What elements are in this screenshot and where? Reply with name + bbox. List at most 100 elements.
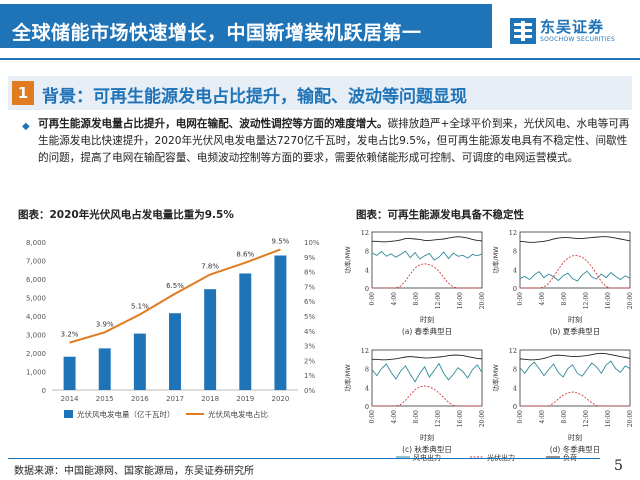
legend-label: 风电出力 <box>413 453 441 462</box>
section-title: 背景：可再生能源发电占比提升，输配、波动等问题显现 <box>42 87 467 107</box>
body-paragraph: 可再生能源发电量占比提升，电网在输配、波动性调控等方面的难度增大。碳排放趋严+全… <box>38 116 632 167</box>
legend-label: 光伏出力 <box>487 453 515 462</box>
y-left-tick-label: 8,000 <box>26 239 46 247</box>
panel-caption: (a) 春季典型日 <box>402 326 452 336</box>
y-right-tick-label: 0% <box>304 387 315 395</box>
x-tick-label: 16:00 <box>605 292 612 309</box>
data-label: 6.5% <box>166 282 184 290</box>
company-logo: 东吴证券 SOOCHOW SECURITIES <box>510 14 636 48</box>
y-right-tick-label: 6% <box>304 298 315 306</box>
season-panel: 0 4 8 12 0:00 4:00 8:00 12:00 16:00 20:00 功率/MW 时刻 (… <box>491 229 634 336</box>
panels-legend: 风电出力 光伏出力 负荷 <box>396 453 577 462</box>
legend-bar-swatch <box>64 410 73 418</box>
y-tick-label: 4 <box>365 384 369 392</box>
header-divider <box>0 58 640 60</box>
bar <box>63 356 76 390</box>
x-tick-label: 0:00 <box>517 292 524 306</box>
wind-line <box>371 362 483 383</box>
y-right-tick-label: 8% <box>304 269 315 277</box>
legend-line-label: 光伏风电发电占比 <box>208 409 268 419</box>
load-line <box>372 354 483 361</box>
y-right-tick-label: 2% <box>304 357 315 365</box>
y-tick-label: 8 <box>365 248 369 256</box>
y-tick-label: 12 <box>361 347 369 355</box>
y-left-tick-label: 0 <box>42 387 46 395</box>
bar <box>204 289 217 390</box>
share-line <box>69 248 281 344</box>
data-label: 3.2% <box>61 331 79 339</box>
legend-label: 负荷 <box>563 453 577 462</box>
y-left-tick-label: 3,000 <box>26 332 46 340</box>
y-tick-label: 4 <box>513 266 517 274</box>
data-label: 8.6% <box>236 251 254 259</box>
y-tick-label: 12 <box>509 229 517 237</box>
x-tick-label: 2019 <box>236 395 254 403</box>
bar <box>274 255 287 390</box>
bar <box>169 313 181 390</box>
y-axis-label: 功率/MW <box>491 246 500 274</box>
data-label: 3.9% <box>96 320 114 328</box>
x-tick-label: 16:00 <box>457 292 464 309</box>
data-label: 5.1% <box>131 303 149 311</box>
x-tick-label: 2015 <box>96 395 114 403</box>
x-tick-label: 20:00 <box>627 292 634 309</box>
x-tick-label: 8:00 <box>413 410 420 424</box>
y-tick-label: 8 <box>513 366 517 374</box>
load-line <box>519 352 631 361</box>
logo-icon <box>510 18 536 44</box>
body-bold-lead: 可再生能源发电量占比提升，电网在输配、波动性调控等方面的难度增大。 <box>38 118 388 130</box>
x-tick-label: 16:00 <box>457 410 464 427</box>
y-left-tick-label: 6,000 <box>26 276 46 284</box>
x-axis-label: 时刻 <box>420 433 434 442</box>
x-tick-label: 2017 <box>166 395 184 403</box>
x-tick-label: 2014 <box>61 395 79 403</box>
body-rest: 碳排放趋严+全球平价到来，光伏风电、水电等可再生能源发电比快速提升，2020年光… <box>38 118 630 164</box>
y-tick-label: 0 <box>365 403 369 411</box>
x-tick-label: 4:00 <box>539 292 546 306</box>
x-axis-label: 时刻 <box>420 315 434 324</box>
logo-text: 东吴证券 <box>540 18 605 36</box>
plot-frame <box>519 349 631 407</box>
season-panel: 0 4 8 12 0:00 4:00 8:00 12:00 16:00 20:00 功率/MW 时刻 (… <box>343 347 486 454</box>
y-tick-label: 4 <box>513 384 517 392</box>
x-tick-label: 12:00 <box>583 410 590 427</box>
data-source: 数据来源：中国能源网、国家能源局，东吴证券研究所 <box>14 466 254 477</box>
y-tick-label: 0 <box>513 285 517 293</box>
plot-frame <box>519 231 631 289</box>
solar-line <box>372 385 482 407</box>
page-number: 5 <box>614 458 623 474</box>
y-right-tick-label: 10% <box>304 239 320 247</box>
x-tick-label: 20:00 <box>479 410 486 427</box>
figure-2-title: 图表：可再生能源发电具备不稳定性 <box>356 209 524 221</box>
bar <box>98 348 111 390</box>
section-heading: 1 背景：可再生能源发电占比提升，输配、波动等问题显现 <box>8 76 632 110</box>
y-right-tick-label: 5% <box>304 313 315 321</box>
instability-panels: 0 4 8 12 0:00 4:00 8:00 12:00 16:00 20:00 功率/MW 时刻 (… <box>340 226 636 462</box>
y-axis-label: 功率/MW <box>343 246 352 274</box>
y-right-tick-label: 7% <box>304 283 315 291</box>
x-tick-label: 4:00 <box>391 410 398 424</box>
x-tick-label: 4:00 <box>391 292 398 306</box>
season-panel: 0 4 8 12 0:00 4:00 8:00 12:00 16:00 20:00 功率/MW 时刻 (… <box>343 229 486 336</box>
x-tick-label: 20:00 <box>479 292 486 309</box>
x-tick-label: 8:00 <box>561 410 568 424</box>
load-line <box>519 236 631 243</box>
solar-line <box>520 254 630 289</box>
x-tick-label: 12:00 <box>435 410 442 427</box>
panel-caption: (b) 夏季典型日 <box>550 326 601 336</box>
x-tick-label: 2020 <box>272 395 290 403</box>
y-left-tick-label: 2,000 <box>26 350 46 358</box>
y-tick-label: 0 <box>513 403 517 411</box>
x-tick-label: 0:00 <box>369 410 376 424</box>
y-tick-label: 12 <box>509 347 517 355</box>
panel-caption: (c) 秋季典型日 <box>402 444 452 454</box>
header: 全球储能市场快速增长，中国新增装机跃居第一 东吴证券 SOOCHOW SECUR… <box>0 0 640 62</box>
wind-line <box>519 270 631 282</box>
x-tick-label: 8:00 <box>413 292 420 306</box>
x-tick-label: 2016 <box>131 395 149 403</box>
plot-frame <box>371 349 483 407</box>
x-axis-label: 时刻 <box>568 315 582 324</box>
season-panel: 0 4 8 12 0:00 4:00 8:00 12:00 16:00 20:00 功率/MW 时刻 (… <box>491 347 634 454</box>
data-label: 9.5% <box>272 237 290 245</box>
y-right-tick-label: 1% <box>304 372 315 380</box>
